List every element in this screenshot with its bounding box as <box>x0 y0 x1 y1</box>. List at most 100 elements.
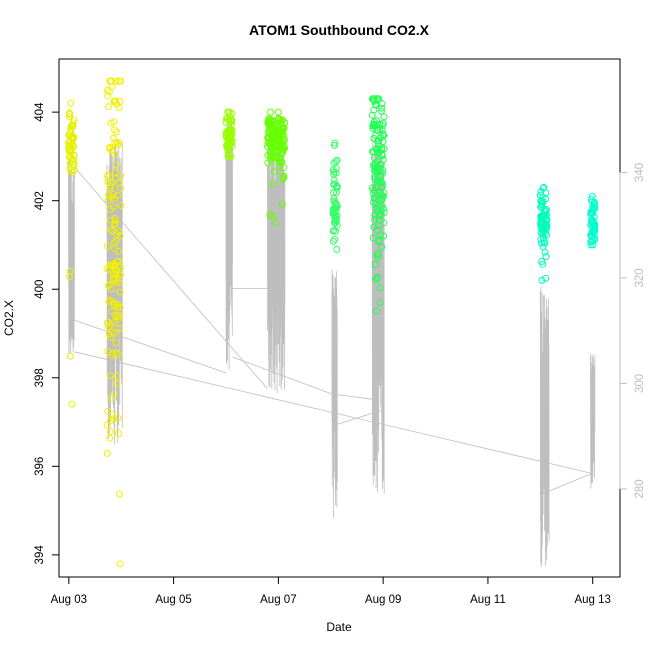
data-point <box>374 253 382 261</box>
data-point <box>264 159 272 167</box>
data-point <box>105 88 113 96</box>
y-right-tick-label: 320 <box>634 268 646 287</box>
data-point <box>369 122 377 130</box>
data-point <box>537 219 545 227</box>
data-point <box>107 262 115 270</box>
data-point <box>379 156 387 164</box>
data-point <box>588 198 596 206</box>
data-point <box>109 270 117 277</box>
y-right-tick-label: 280 <box>634 479 646 498</box>
data-point <box>376 201 384 209</box>
data-point <box>275 115 283 123</box>
data-point <box>106 144 114 152</box>
data-point <box>280 145 288 153</box>
data-point <box>104 103 112 111</box>
trace-connector <box>331 393 373 400</box>
data-point <box>371 173 379 181</box>
data-point <box>112 237 120 245</box>
data-point <box>113 278 121 286</box>
data-point <box>590 201 598 209</box>
data-point <box>227 140 235 148</box>
x-axis: Aug 03 Aug 05 Aug 07 Aug 09 Aug 11 Aug 13 <box>51 576 611 606</box>
data-point <box>225 116 233 124</box>
data-point <box>224 108 232 116</box>
trace-connector <box>73 166 268 389</box>
data-point <box>278 200 286 208</box>
data-point <box>271 219 279 227</box>
data-point <box>110 97 118 105</box>
data-point <box>380 232 388 240</box>
data-point <box>68 155 76 163</box>
trace-connector <box>73 167 227 374</box>
point-cluster <box>368 95 388 315</box>
data-point <box>110 301 118 309</box>
data-point <box>379 119 387 127</box>
trace-segment <box>331 269 338 518</box>
data-point <box>370 106 378 114</box>
data-point <box>104 172 112 180</box>
data-point <box>329 227 337 235</box>
data-point <box>374 250 382 258</box>
y-left-tick-label: 400 <box>34 280 46 299</box>
data-point <box>371 175 379 183</box>
data-point <box>115 228 123 235</box>
data-point <box>378 243 386 251</box>
x-tick-label: Aug 07 <box>260 594 296 606</box>
data-point <box>378 104 386 112</box>
data-point <box>114 303 122 311</box>
data-point <box>370 194 378 202</box>
data-point <box>380 113 388 121</box>
x-tick-label: Aug 03 <box>51 594 87 606</box>
data-point <box>111 195 119 203</box>
data-point <box>108 411 116 418</box>
data-point <box>332 157 340 165</box>
data-point <box>378 150 386 158</box>
data-point <box>368 111 376 119</box>
data-point <box>105 330 113 338</box>
point-cluster <box>222 108 236 160</box>
data-point <box>376 160 384 168</box>
data-point <box>369 124 377 132</box>
data-point <box>113 128 120 136</box>
data-point <box>587 221 595 229</box>
data-point <box>376 231 384 239</box>
data-point <box>104 242 111 250</box>
trace-connector <box>332 409 384 426</box>
data-point <box>330 195 338 203</box>
data-point <box>332 216 340 224</box>
data-point <box>113 372 121 380</box>
data-point <box>275 158 283 166</box>
data-point <box>66 267 74 275</box>
data-point <box>332 188 340 196</box>
x-tick-label: Aug 05 <box>155 594 191 606</box>
y-left-tick-label: 404 <box>34 102 46 122</box>
y-left-tick-label: 396 <box>34 457 46 476</box>
data-point <box>542 274 550 282</box>
data-point <box>113 380 121 387</box>
data-point <box>371 215 379 223</box>
data-point <box>266 211 274 219</box>
trace-connector <box>74 351 591 474</box>
data-point <box>333 202 341 210</box>
data-point <box>103 449 111 457</box>
data-point <box>378 191 386 199</box>
data-point <box>374 95 382 103</box>
data-point <box>277 157 285 165</box>
data-point <box>117 172 125 180</box>
data-point <box>116 184 124 192</box>
data-point <box>537 188 545 195</box>
data-point <box>380 219 388 227</box>
data-point <box>543 224 551 231</box>
data-point <box>106 434 114 442</box>
data-point <box>538 276 546 284</box>
data-point <box>107 296 115 304</box>
data-point <box>66 113 73 121</box>
point-cluster <box>264 108 289 227</box>
y-axis-left: 394 396 398 400 402 404 <box>34 102 60 564</box>
data-point <box>538 201 545 209</box>
data-point <box>223 115 230 122</box>
data-point <box>330 141 338 149</box>
data-point <box>375 177 383 184</box>
trace-connector <box>541 472 593 495</box>
